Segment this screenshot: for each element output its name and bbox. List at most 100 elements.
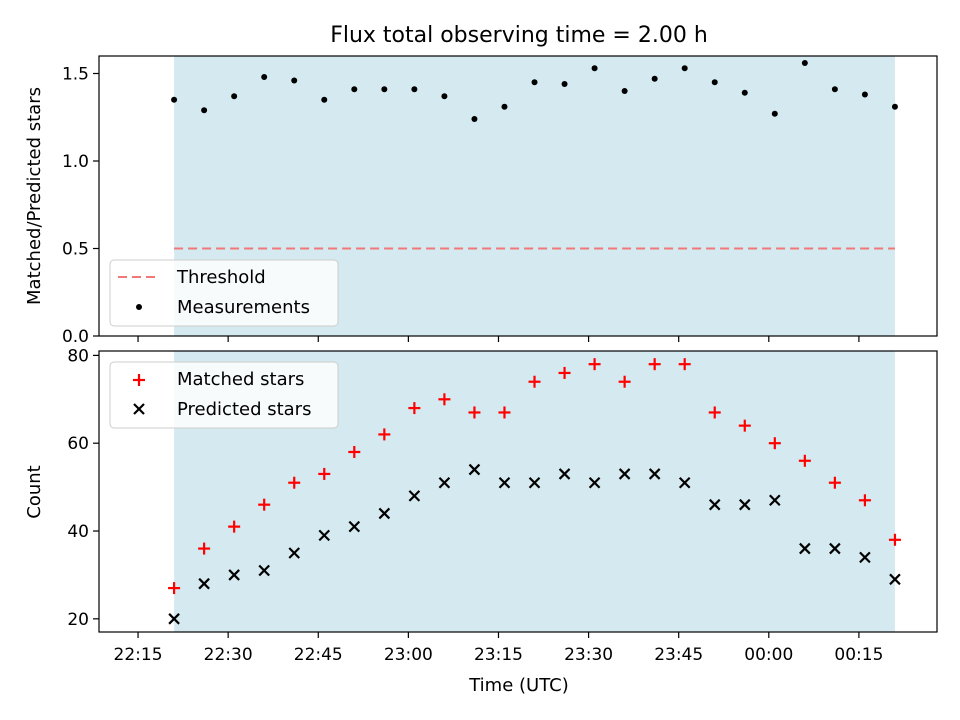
matched-star-point bbox=[198, 542, 211, 555]
x-tick-label: 23:15 bbox=[474, 645, 523, 665]
matched-star-point bbox=[258, 498, 271, 511]
predicted-star-point bbox=[408, 490, 421, 502]
predicted-star-point bbox=[558, 468, 571, 480]
count-panel: 20 40 60 80 22:15 22:30 22:45 23:00 23:15 23:30 2… bbox=[24, 346, 938, 696]
count-x-axis: 22:15 22:30 22:45 23:00 23:15 23:30 23:45 00:00… bbox=[114, 632, 883, 665]
legend-measurement-label: Measurements bbox=[177, 297, 310, 318]
ratio-x-ticks bbox=[137, 336, 860, 342]
legend-threshold-label: Threshold bbox=[176, 267, 266, 288]
count-legend: Matched stars Predicted stars bbox=[109, 361, 339, 429]
y-tick-label: 60 bbox=[67, 434, 89, 454]
matched-star-point bbox=[678, 358, 691, 371]
measurement-point bbox=[381, 86, 388, 93]
y-tick-label: 20 bbox=[67, 610, 89, 630]
ratio-y-label: Matched/Predicted stars bbox=[24, 87, 45, 305]
predicted-star-point bbox=[648, 468, 661, 480]
y-tick-label: 80 bbox=[67, 346, 89, 366]
legend-matched-swatch bbox=[133, 374, 145, 386]
matched-star-point bbox=[648, 358, 661, 371]
predicted-star-point bbox=[708, 498, 721, 511]
matched-star-point bbox=[828, 476, 841, 489]
count-y-label: Count bbox=[24, 465, 45, 518]
predicted-star-point bbox=[228, 569, 240, 581]
predicted-star-point bbox=[829, 542, 841, 555]
predicted-star-point bbox=[378, 507, 391, 520]
y-tick-label: 40 bbox=[67, 522, 89, 542]
measurement-point bbox=[681, 65, 688, 72]
matched-star-point bbox=[468, 406, 481, 419]
x-tick-label: 23:30 bbox=[564, 645, 613, 665]
y-tick-label: 0.0 bbox=[62, 327, 89, 347]
predicted-star-point bbox=[799, 542, 811, 555]
predicted-stars-points bbox=[168, 463, 901, 625]
ratio-legend: Threshold Measurements bbox=[109, 259, 339, 327]
predicted-star-point bbox=[859, 551, 871, 564]
matched-star-point bbox=[888, 533, 901, 546]
predicted-star-point bbox=[678, 476, 691, 489]
measurement-point bbox=[711, 79, 718, 86]
y-tick-label: 1.5 bbox=[62, 65, 89, 85]
matched-star-point bbox=[168, 582, 181, 595]
measurement-point bbox=[891, 103, 898, 110]
x-tick-label: 00:15 bbox=[834, 645, 883, 665]
measurement-point bbox=[351, 86, 358, 93]
measurement-point bbox=[231, 93, 238, 100]
measurement-point bbox=[321, 96, 328, 103]
matched-star-point bbox=[798, 454, 811, 467]
predicted-star-point bbox=[438, 476, 451, 489]
matched-star-point bbox=[528, 375, 541, 388]
measurement-points bbox=[171, 60, 898, 122]
predicted-star-point bbox=[318, 529, 331, 542]
x-axis-label: Time (UTC) bbox=[468, 675, 569, 696]
predicted-star-point bbox=[288, 547, 301, 559]
y-tick-label: 1.0 bbox=[62, 152, 89, 172]
predicted-star-point bbox=[468, 463, 481, 476]
matched-star-point bbox=[228, 520, 241, 533]
matched-star-point bbox=[498, 406, 511, 419]
predicted-star-point bbox=[498, 476, 511, 489]
predicted-star-point bbox=[769, 494, 781, 507]
matched-star-point bbox=[378, 428, 391, 441]
matched-star-point bbox=[858, 494, 871, 507]
measurement-point bbox=[561, 81, 568, 87]
predicted-star-point bbox=[528, 476, 541, 489]
predicted-star-point bbox=[168, 613, 180, 625]
measurement-point bbox=[411, 86, 418, 93]
x-tick-label: 22:45 bbox=[294, 645, 343, 665]
measurement-point bbox=[261, 74, 268, 80]
measurement-point bbox=[831, 86, 838, 93]
matched-star-point bbox=[318, 467, 331, 480]
matched-stars-points bbox=[168, 358, 901, 595]
count-plot-frame bbox=[98, 350, 938, 633]
legend-predicted-label: Predicted stars bbox=[177, 399, 311, 420]
matched-star-point bbox=[408, 402, 421, 415]
matched-star-point bbox=[708, 406, 721, 419]
measurement-point bbox=[291, 77, 298, 84]
predicted-star-point bbox=[618, 468, 631, 480]
x-tick-label: 23:00 bbox=[384, 645, 433, 665]
matched-star-point bbox=[588, 358, 601, 371]
measurement-point bbox=[621, 88, 628, 94]
measurement-point bbox=[441, 93, 448, 100]
predicted-star-point bbox=[198, 577, 210, 590]
x-tick-label: 22:30 bbox=[204, 645, 253, 665]
matched-star-point bbox=[348, 445, 361, 458]
measurement-point bbox=[771, 110, 778, 117]
legend-measurement-swatch bbox=[136, 304, 142, 310]
measurement-point bbox=[651, 75, 658, 82]
matched-star-point bbox=[618, 375, 631, 388]
measurement-point bbox=[741, 89, 748, 96]
matched-star-point bbox=[558, 366, 571, 379]
measurement-point bbox=[861, 91, 868, 98]
predicted-star-point bbox=[738, 498, 751, 511]
measurement-point bbox=[471, 116, 478, 122]
chart-title: Flux total observing time = 2.00 h bbox=[330, 23, 708, 48]
count-y-axis: 20 40 60 80 bbox=[67, 346, 99, 630]
measurement-point bbox=[531, 79, 538, 86]
legend-matched-label: Matched stars bbox=[177, 369, 304, 390]
measurement-point bbox=[591, 65, 598, 72]
x-tick-label: 22:15 bbox=[114, 645, 163, 665]
measurement-point bbox=[201, 107, 208, 114]
matched-star-point bbox=[768, 437, 781, 450]
